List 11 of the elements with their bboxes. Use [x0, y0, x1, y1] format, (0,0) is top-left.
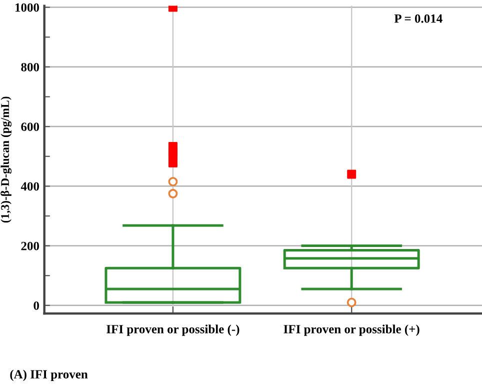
y-tick-label: 1000 — [15, 3, 40, 12]
y-axis-title: (1,3)-β-D-glucan (pg/mL) — [0, 96, 12, 223]
y-tick-label: 0 — [34, 301, 40, 310]
y-tick-label: 800 — [21, 62, 40, 72]
x-tick-label: IFI proven or possible (+) — [284, 324, 420, 336]
y-tick-label: 200 — [21, 242, 40, 250]
y-tick-label: 600 — [21, 122, 40, 132]
y-tick-label: 400 — [20, 182, 40, 191]
annotation: P = 0.014 — [394, 14, 442, 23]
x-tick-label: IFI proven or possible (-) — [106, 324, 240, 336]
text: (A) IFI proven — [10, 370, 88, 382]
